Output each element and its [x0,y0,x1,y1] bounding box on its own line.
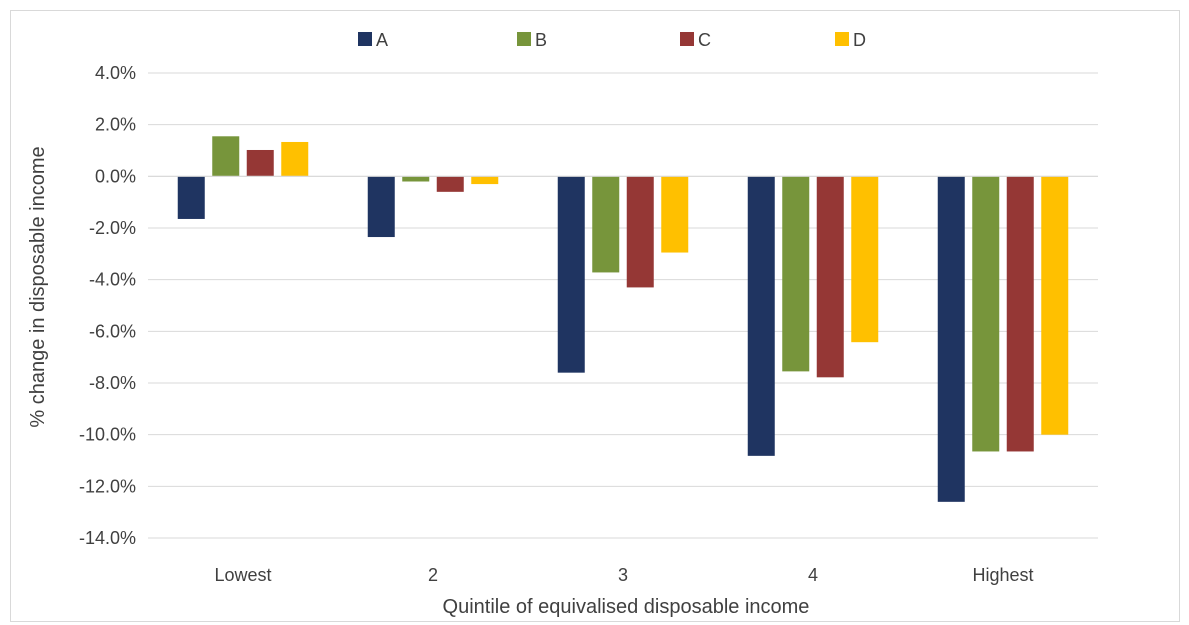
bar-C-4 [1006,176,1034,452]
bar-C-1 [436,176,464,192]
bar-C-2 [626,176,654,288]
bar-D-2 [661,176,689,253]
bar-C-0 [246,149,274,177]
bar-C-3 [816,176,844,378]
y-tick-label: 4.0% [95,63,136,83]
x-tick-label: 3 [618,565,628,585]
y-tick-label: -2.0% [89,218,136,238]
chart-frame [10,10,1180,622]
legend-label-A: A [376,30,388,50]
x-axis-title: Quintile of equivalised disposable incom… [443,596,810,618]
bar-D-3 [851,176,879,343]
legend-label-B: B [535,30,547,50]
bar-D-0 [281,141,309,177]
legend-swatch-D [835,32,849,46]
legend-label-C: C [698,30,711,50]
y-tick-label: -8.0% [89,373,136,393]
bar-A-3 [747,176,775,456]
bar-B-2 [592,176,620,273]
legend-swatch-C [680,32,694,46]
legend: A B C D [358,30,866,50]
x-tick-label: 2 [428,565,438,585]
bar-A-0 [177,176,205,219]
bar-A-1 [367,176,395,238]
legend-swatch-B [517,32,531,46]
x-tick-label: Highest [972,565,1033,585]
y-tick-label: -6.0% [89,321,136,341]
y-tick-label: 0.0% [95,166,136,186]
legend-swatch-A [358,32,372,46]
bar-A-2 [557,176,585,373]
x-axis-ticks: Lowest 2 3 4 Highest [214,565,1033,585]
y-tick-label: -10.0% [79,425,136,445]
bar-B-1 [402,176,430,182]
y-tick-label: -14.0% [79,528,136,548]
y-tick-label: -4.0% [89,270,136,290]
y-tick-label: 2.0% [95,115,136,135]
bars [148,136,1098,502]
x-tick-label: Lowest [214,565,271,585]
bar-A-4 [937,176,965,502]
bar-B-0 [212,136,240,177]
bar-B-4 [972,176,1000,452]
y-tick-label: -12.0% [79,476,136,496]
y-axis-ticks: 4.0% 2.0% 0.0% -2.0% -4.0% -6.0% -8.0% -10.0% -1… [79,63,136,548]
y-axis-title: % change in disposable income [27,146,49,427]
legend-label-D: D [853,30,866,50]
bar-B-3 [782,176,810,372]
bar-D-4 [1041,176,1069,435]
bar-D-1 [471,176,499,185]
x-tick-label: 4 [808,565,818,585]
